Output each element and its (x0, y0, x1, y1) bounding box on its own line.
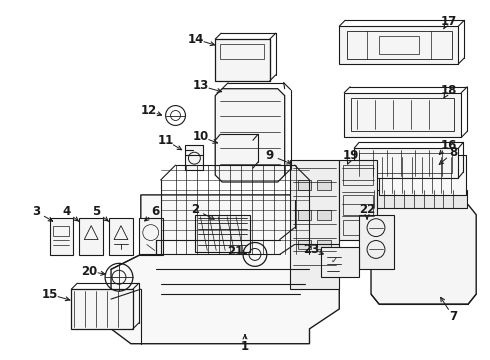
Bar (72, 289, 133, 329)
Bar (53, 226, 70, 235)
Bar (372, 190, 467, 208)
Text: 2: 2 (191, 203, 199, 216)
Bar (185, 145, 203, 170)
Text: 22: 22 (359, 203, 375, 216)
Text: 21: 21 (227, 245, 243, 258)
Bar (290, 160, 339, 289)
Bar (139, 218, 163, 255)
Bar (49, 218, 74, 255)
Text: 19: 19 (343, 149, 359, 162)
Text: 15: 15 (41, 288, 58, 301)
Bar (344, 93, 461, 137)
Bar (297, 239, 312, 249)
Bar (359, 215, 394, 269)
Text: 8: 8 (449, 146, 458, 159)
Text: 12: 12 (141, 104, 157, 117)
Text: 9: 9 (266, 149, 274, 162)
Text: 4: 4 (62, 205, 71, 218)
Text: 17: 17 (441, 15, 457, 28)
Bar (79, 218, 103, 255)
Text: 6: 6 (151, 205, 160, 218)
Text: 20: 20 (81, 265, 98, 278)
Bar (343, 220, 365, 235)
Bar (354, 148, 458, 178)
Bar (359, 153, 452, 173)
Text: 13: 13 (192, 79, 208, 92)
Polygon shape (111, 195, 339, 344)
Text: 14: 14 (187, 33, 203, 46)
Text: 1: 1 (241, 340, 249, 353)
Bar (339, 26, 458, 64)
Bar (343, 165, 373, 185)
Bar (318, 210, 331, 220)
Bar (347, 31, 452, 59)
Polygon shape (371, 205, 476, 304)
Polygon shape (215, 89, 285, 182)
Text: 23: 23 (303, 243, 319, 256)
Bar (321, 247, 359, 277)
Bar (297, 180, 312, 190)
Bar (215, 140, 253, 168)
Bar (196, 215, 250, 252)
Text: 16: 16 (440, 139, 457, 152)
Bar (220, 44, 264, 59)
Text: 18: 18 (440, 84, 457, 97)
Bar (297, 210, 312, 220)
Text: 5: 5 (92, 205, 100, 218)
Text: 10: 10 (192, 130, 208, 143)
Bar (109, 218, 133, 255)
Bar (318, 180, 331, 190)
Text: 3: 3 (32, 205, 41, 218)
Text: 7: 7 (449, 310, 458, 323)
Bar (318, 239, 331, 249)
Bar (379, 36, 418, 54)
Text: ✓: ✓ (331, 256, 338, 265)
Bar (215, 39, 270, 81)
Text: 11: 11 (157, 134, 174, 147)
Bar (339, 160, 377, 239)
Bar (379, 155, 466, 195)
Bar (351, 98, 454, 131)
Bar (343, 195, 373, 215)
